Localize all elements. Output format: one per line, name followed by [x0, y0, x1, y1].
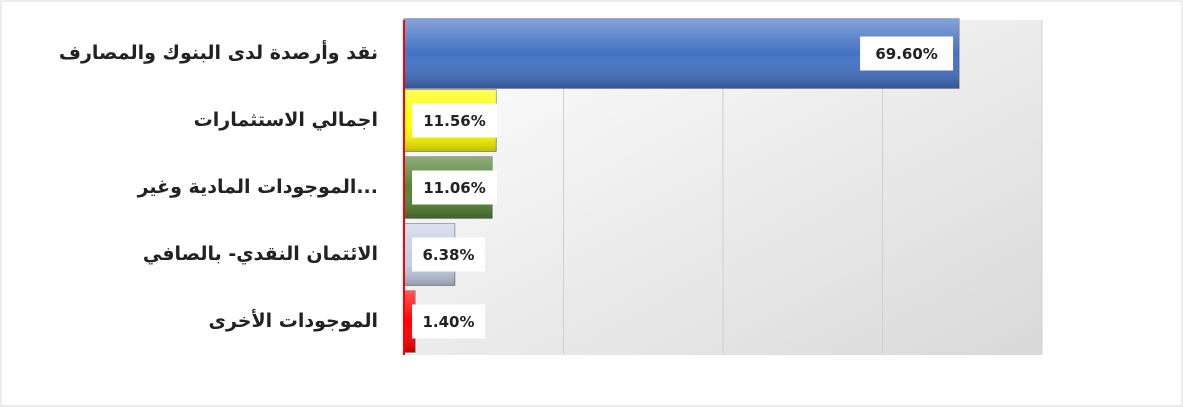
category-label: الموجودات المادية وغير... [137, 176, 378, 198]
value-label: 1.40% [422, 313, 474, 331]
value-label-box [412, 170, 497, 205]
value-label: 69.60% [875, 45, 937, 63]
value-label: 11.56% [423, 112, 485, 130]
bar-shade [404, 290, 416, 353]
category-label: اجمالي الاستثمارات [194, 109, 378, 131]
value-label: 11.06% [423, 179, 485, 197]
value-label-box [412, 237, 485, 272]
value-label-box [860, 36, 954, 71]
value-label-box [412, 304, 485, 339]
category-label: الموجودات الأخرى [209, 309, 378, 332]
category-label: الائتمان النقدي- بالصافي [143, 243, 378, 266]
value-label: 6.38% [422, 246, 474, 264]
category-label: نقد وأرصدة لدى البنوك والمصارف [59, 40, 378, 64]
value-label-box [412, 103, 497, 138]
